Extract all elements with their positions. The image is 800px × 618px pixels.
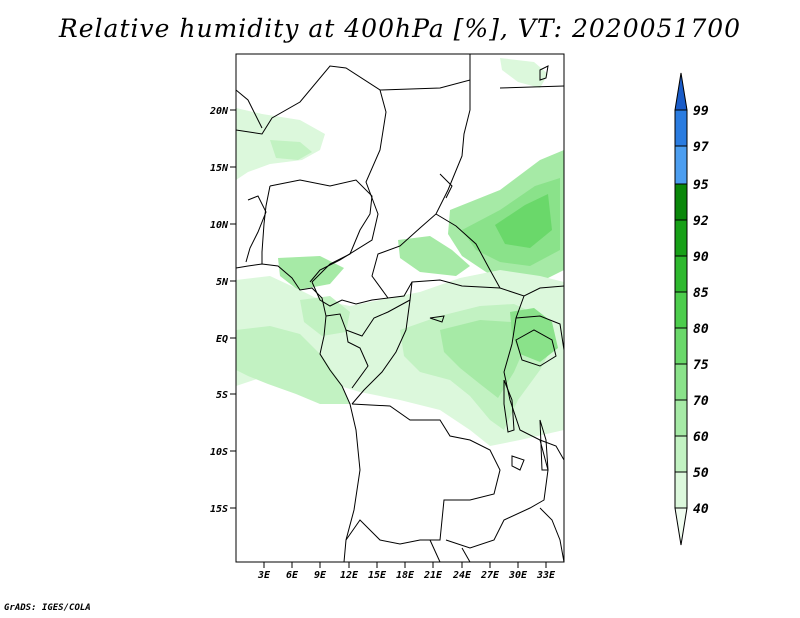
colorbar-segment [674,399,688,437]
border-line [499,85,564,89]
lon-tick-label: 3E [257,570,271,581]
country-boundaries [236,54,564,562]
colorbar-segment [674,471,688,509]
colorbar-label: 90 [693,250,709,265]
coastline [236,263,361,562]
lon-tick-label: 24E [452,570,472,581]
lake-outline [429,315,445,323]
colorbar-segment [674,183,688,221]
humidity-patch [500,58,548,88]
colorbar-segment [674,72,688,111]
lake-outline [515,329,557,367]
colorbar-segment [674,435,688,473]
humidity-patch [510,308,558,362]
colorbar: 40 50 60 70 75 80 85 90 92 95 97 99 [674,72,709,546]
colorbar-label: 92 [693,214,709,229]
lake-outline [511,455,525,471]
lat-tick-label: 5N [216,277,229,288]
lat-axis: 20N 15N 10N 5N EQ 5S 10S 15S [209,106,236,515]
lon-tick-label: 9E [314,570,327,581]
lat-tick-label: 15S [210,504,228,515]
border-line [445,295,549,549]
lon-axis: 3E 6E 9E 12E 15E 18E 21E 24E 27E 30E 33E [257,562,556,581]
colorbar-segment [674,507,688,546]
lake-outline [503,379,515,433]
border-line [245,195,267,263]
border-line [345,403,501,545]
colorbar-label: 99 [693,104,709,119]
lon-tick-label: 21E [423,570,443,581]
lat-tick-label: 20N [209,106,229,117]
colorbar-segment [674,255,688,293]
colorbar-label: 95 [693,178,709,193]
colorbar-label: 50 [693,466,709,481]
colorbar-label: 80 [693,322,709,337]
map-title: Relative humidity at 400hPa [%], VT: 202… [58,14,742,43]
border-line [325,281,413,337]
colorbar-label: 70 [693,394,709,409]
humidity-patch [440,320,528,398]
humidity-patch [495,194,552,248]
colorbar-label: 40 [693,502,709,517]
border-line [429,539,441,562]
border-line [345,329,369,389]
border-line [311,281,389,307]
border-line [371,79,564,299]
lake-outline [539,65,549,81]
lon-tick-label: 30E [508,570,528,581]
border-line [261,185,271,264]
border-line [539,507,564,562]
lon-tick-label: 12E [340,570,359,581]
humidity-patch [236,326,350,404]
humidity-field [236,58,564,446]
lon-tick-label: 33E [536,570,556,581]
border-line [515,315,564,351]
humidity-patch [398,236,470,276]
border-line [236,89,263,129]
lon-tick-label: 6E [286,570,299,581]
colorbar-segment [674,219,688,257]
border-line [236,65,387,283]
lake-outline [539,419,549,471]
lon-tick-label: 27E [480,570,500,581]
colorbar-label: 85 [693,286,709,301]
colorbar-segment [674,109,688,147]
grads-credit: GrADS: IGES/COLA [4,603,91,613]
colorbar-label: 97 [693,140,709,155]
colorbar-segment [674,363,688,401]
lat-tick-label: 15N [210,163,229,174]
colorbar-segment [674,145,688,185]
colorbar-label: 60 [693,430,709,445]
lon-tick-label: 18E [396,570,415,581]
border-line [539,439,564,461]
colorbar-segment [674,327,688,365]
colorbar-segment [674,291,688,329]
border-line [269,179,373,283]
border-line [435,213,501,289]
colorbar-label: 75 [693,358,709,373]
map-frame [235,53,565,563]
lon-tick-label: 15E [368,570,387,581]
lat-tick-label: 10S [210,447,228,458]
border-line [461,547,471,562]
border-line [351,299,411,405]
lat-tick-label: 10N [210,220,229,231]
border-line [439,173,453,199]
lat-tick-label: 5S [216,390,228,401]
lat-tick-label: EQ [216,334,228,345]
humidity-patch [270,140,312,160]
humidity-patch [300,296,350,336]
